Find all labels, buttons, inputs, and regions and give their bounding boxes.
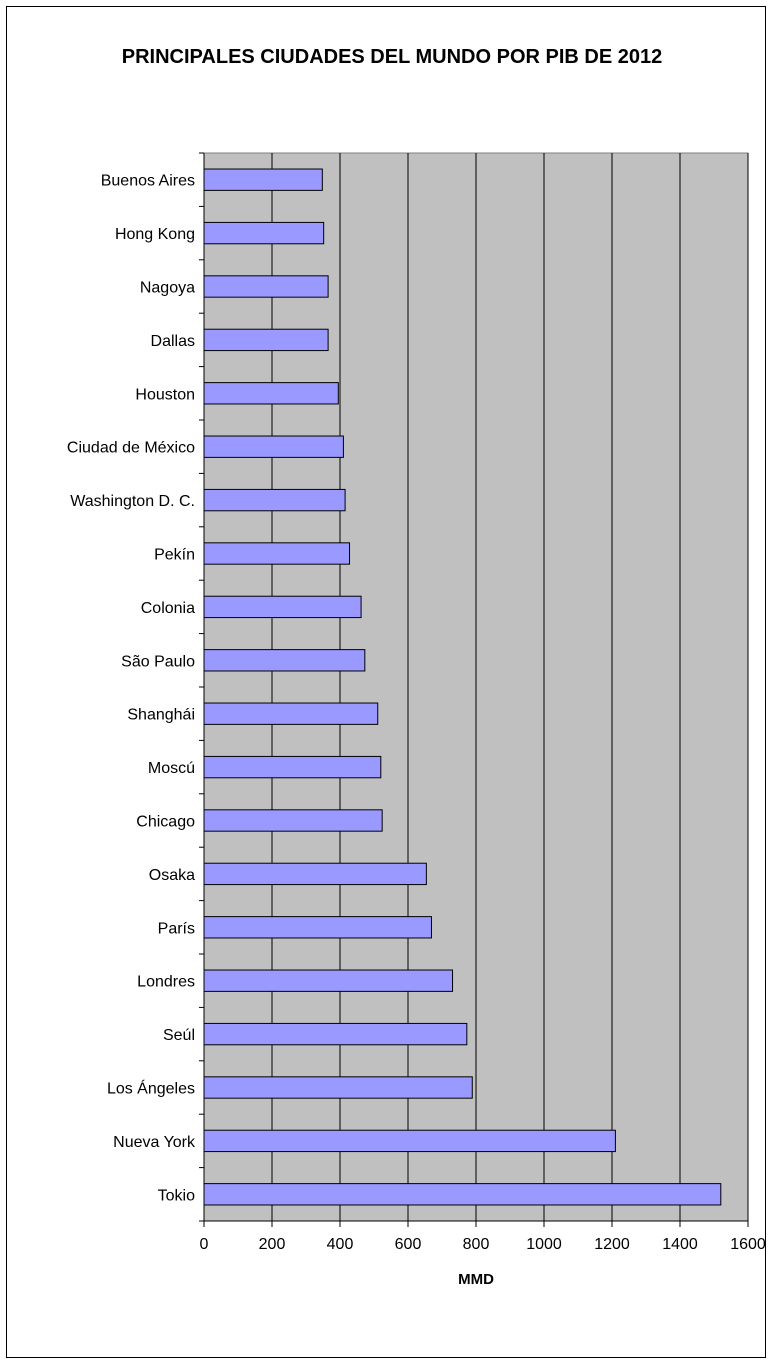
bar (203, 488, 346, 512)
x-tick-label: 200 (259, 1236, 286, 1253)
x-tick-label: 1400 (662, 1236, 698, 1253)
chart-container: PRINCIPALES CIUDADES DEL MUNDO POR PIB D… (6, 6, 766, 1358)
y-tick-label: Moscú (148, 760, 195, 777)
bar (203, 221, 325, 245)
x-axis-title: MMD (458, 1271, 494, 1288)
bar (203, 595, 362, 619)
y-tick-label: París (158, 920, 195, 937)
bar-chart: 0 200 400 600 800 1000 1200 1400 1600 Buenos Aire… (67, 152, 766, 1288)
y-tick-label: Washington D. C. (70, 493, 195, 510)
y-tick-label: Houston (135, 386, 195, 403)
bar (203, 1183, 722, 1206)
y-tick-label: Londres (137, 974, 195, 991)
bar (203, 435, 344, 458)
bar (203, 542, 351, 565)
bar (203, 809, 383, 832)
x-tick-label: 1200 (594, 1236, 630, 1253)
y-tick-label: Los Ángeles (107, 1079, 195, 1098)
bar (203, 382, 339, 405)
axes: 0 200 400 600 800 1000 1200 1400 1600 Buenos Aire… (67, 152, 766, 1253)
y-tick-label: Buenos Aires (101, 173, 195, 190)
bar (203, 702, 379, 725)
y-tick-label: Tokio (158, 1187, 195, 1204)
y-tick-label: Hong Kong (115, 226, 195, 243)
x-tick-label: 800 (463, 1236, 490, 1253)
bar (203, 1076, 473, 1099)
y-tick-label: Dallas (151, 333, 195, 350)
bars (203, 168, 722, 1206)
y-tick-label: Chicago (136, 814, 195, 831)
bar (203, 916, 432, 939)
bar (203, 862, 427, 886)
x-tick-label: 1000 (526, 1236, 562, 1253)
y-tick-label: Shanghái (127, 707, 195, 724)
x-tick-label: 400 (327, 1236, 354, 1253)
x-tick-label: 1600 (730, 1236, 766, 1253)
chart-title: PRINCIPALES CIUDADES DEL MUNDO POR PIB D… (121, 46, 663, 68)
bar (203, 969, 454, 992)
y-tick-label: Nagoya (140, 280, 195, 297)
y-tick-label: Osaka (149, 867, 195, 884)
y-tick-label: Nueva York (113, 1134, 196, 1151)
bar (203, 649, 366, 672)
bar (203, 328, 329, 352)
bar (203, 1022, 468, 1046)
y-tick-label: Pekín (154, 547, 195, 564)
y-tick-label: São Paulo (121, 653, 195, 670)
y-tick-label: Seúl (163, 1027, 195, 1044)
bar (203, 1129, 616, 1153)
y-tick-label: Colonia (141, 600, 195, 617)
bar (203, 168, 323, 191)
gridlines (271, 153, 749, 1221)
x-tick-label: 0 (200, 1236, 209, 1253)
x-tick-label: 600 (395, 1236, 422, 1253)
bar (203, 755, 382, 779)
y-tick-label: Ciudad de México (67, 440, 195, 457)
bar (203, 275, 329, 298)
